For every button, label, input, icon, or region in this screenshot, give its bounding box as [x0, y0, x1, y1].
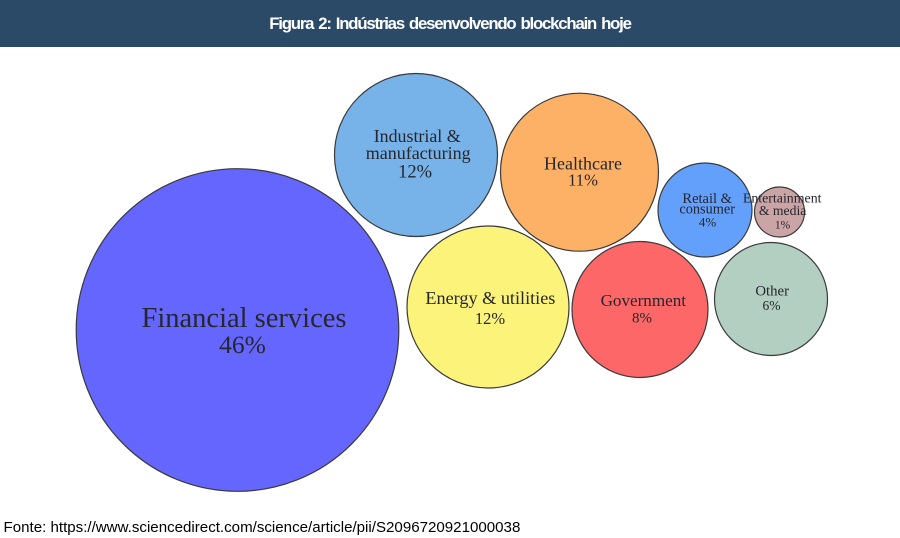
svg-text:Figura 2: Indústrias desenvolv: Figura 2: Indústrias desenvolvendo block…	[269, 14, 631, 33]
svg-text:Healthcare: Healthcare	[544, 154, 622, 174]
svg-text:11%: 11%	[568, 171, 598, 190]
svg-text:12%: 12%	[398, 163, 432, 183]
svg-text:Government: Government	[601, 291, 687, 310]
svg-text:6%: 6%	[763, 298, 781, 313]
svg-text:consumer: consumer	[679, 201, 735, 217]
svg-text:Retail &: Retail &	[682, 191, 732, 207]
svg-text:Other: Other	[755, 284, 789, 300]
svg-text:12%: 12%	[475, 309, 506, 328]
svg-text:Entertainment: Entertainment	[743, 192, 822, 207]
svg-text:Energy & utilities: Energy & utilities	[425, 288, 555, 308]
svg-text:4%: 4%	[699, 215, 717, 230]
svg-text:1%: 1%	[775, 220, 791, 232]
svg-text:46%: 46%	[219, 330, 266, 359]
svg-text:Fonte: https://www.sciencedire: Fonte: https://www.sciencedirect.com/sci…	[4, 519, 521, 536]
svg-text:8%: 8%	[632, 311, 652, 327]
svg-text:& media: & media	[759, 203, 807, 218]
svg-text:Financial services: Financial services	[142, 303, 347, 334]
svg-text:manufacturing: manufacturing	[366, 143, 471, 163]
svg-text:Industrial &: Industrial &	[374, 126, 461, 146]
